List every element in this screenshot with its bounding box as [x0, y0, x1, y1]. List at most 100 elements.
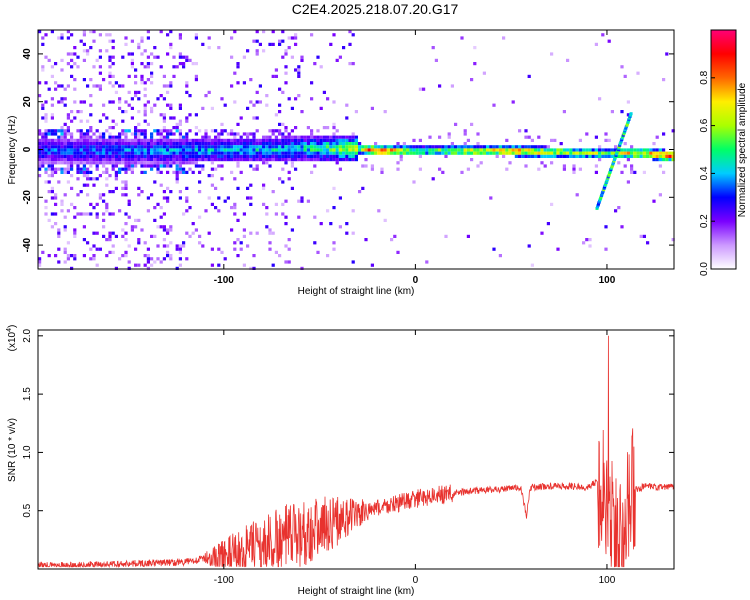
spectrogram-cell [252, 145, 256, 149]
spectrogram-cell [121, 193, 125, 197]
spectrogram-cell [50, 158, 54, 162]
spectrogram-cell [130, 58, 134, 62]
spectrogram-cell [182, 135, 186, 139]
spectrogram-cell [246, 145, 250, 149]
spectrogram-cell [95, 84, 99, 88]
spectrogram-cell [121, 148, 125, 152]
spectrogram-cell [146, 30, 150, 34]
spectrogram-cell [210, 154, 214, 158]
spectrogram-cell [130, 39, 134, 43]
spectrogram-cell [137, 135, 141, 139]
spectrogram-cell [95, 135, 99, 139]
spectrogram-cell [188, 154, 192, 158]
spectrogram-cell [310, 148, 314, 152]
spectrogram-cell [54, 81, 58, 85]
spectrogram-cell [623, 142, 627, 146]
spectrogram-cell [364, 148, 368, 152]
spectrogram-cell [274, 68, 278, 72]
spectrogram-cell [194, 126, 198, 130]
spectrogram-cell [178, 244, 182, 248]
spectrogram-cell [242, 145, 246, 149]
spectrogram-cell [486, 145, 490, 149]
spectrogram-cell [76, 167, 80, 171]
spectrogram-cell [473, 145, 477, 149]
spectrogram-cell [316, 154, 320, 158]
spectrogram-cell [166, 231, 170, 235]
spectrogram-cell [121, 84, 125, 88]
spectrogram-cell [265, 206, 269, 210]
spectrogram-cell [198, 241, 202, 245]
spectrogram-cell [249, 138, 253, 142]
spectrogram-cell [198, 148, 202, 152]
spectrogram-cell [316, 55, 320, 59]
spectrogram-cell [646, 148, 650, 152]
spectrogram-cell [82, 138, 86, 142]
spectrogram-cell [162, 225, 166, 229]
spectrogram-cell [326, 138, 330, 142]
spectrogram-cell [162, 116, 166, 120]
spectrogram-cell [86, 142, 90, 146]
spectrogram-cell [102, 218, 106, 222]
spectrogram-cell [79, 39, 83, 43]
spectrogram-cell [66, 151, 70, 155]
spectrogram-cell [326, 135, 330, 139]
spectrogram-cell [518, 154, 522, 158]
spectrogram-cell [361, 151, 365, 155]
spectrogram-cell [57, 84, 61, 88]
spectrogram-cell [524, 129, 528, 133]
spectrogram-cell [614, 145, 618, 149]
spectrogram-cell [303, 138, 307, 142]
spectrogram-cell [287, 36, 291, 40]
spectrogram-cell [505, 138, 509, 142]
spectrogram-cell [70, 254, 74, 258]
spectrogram-cell [172, 161, 176, 165]
spectrogram-cell [73, 142, 77, 146]
spectrogram-cell [63, 132, 67, 136]
spectrogram-cell [255, 52, 259, 56]
spectrogram-cell [188, 94, 192, 98]
spectrogram-cell [60, 68, 64, 72]
spectrogram-cell [166, 52, 170, 56]
spectrogram-cell [226, 145, 230, 149]
spectrogram-cell [105, 167, 109, 171]
spectrogram-cell [86, 52, 90, 56]
spectrogram-cell [332, 135, 336, 139]
spectrogram-cell [194, 33, 198, 37]
spectrogram-cell [290, 151, 294, 155]
spectrogram-cell [489, 151, 493, 155]
spectrogram-cell [351, 138, 355, 142]
spectrogram-cell [198, 129, 202, 133]
spectrogram-cell [76, 164, 80, 168]
spectrogram-cell [274, 151, 278, 155]
spectrogram-cell [108, 74, 112, 78]
spectrogram-cell [118, 100, 122, 104]
spectrogram-cell [143, 148, 147, 152]
spectrogram-cell [665, 52, 669, 56]
spectrogram-cell [284, 81, 288, 85]
spectrogram-cell [169, 257, 173, 261]
spectrogram-cell [358, 142, 362, 146]
spectrogram-cell [390, 145, 394, 149]
spectrogram-cell [89, 148, 93, 152]
spectrogram-cell [310, 151, 314, 155]
spectrogram-cell [108, 212, 112, 216]
spectrogram-cell [249, 142, 253, 146]
spectrogram-cell [185, 161, 189, 165]
spectrogram-cell [249, 202, 253, 206]
spectrogram-cell [556, 247, 560, 251]
spectrogram-cell [572, 151, 576, 155]
spectrogram-cell [76, 177, 80, 181]
spectrogram-cell [652, 148, 656, 152]
spectrogram-cell [658, 158, 662, 162]
spectrogram-cell [338, 196, 342, 200]
spectrogram-cell [518, 129, 522, 133]
spectrogram-cell [303, 145, 307, 149]
spectrogram-cell [569, 154, 573, 158]
spectrogram-cell [89, 30, 93, 34]
spectrogram-cell [556, 148, 560, 152]
spectrogram-cell [662, 151, 666, 155]
spectrogram-cell [172, 55, 176, 59]
spectrogram-cell [169, 158, 173, 162]
spectrogram-cell [127, 244, 131, 248]
